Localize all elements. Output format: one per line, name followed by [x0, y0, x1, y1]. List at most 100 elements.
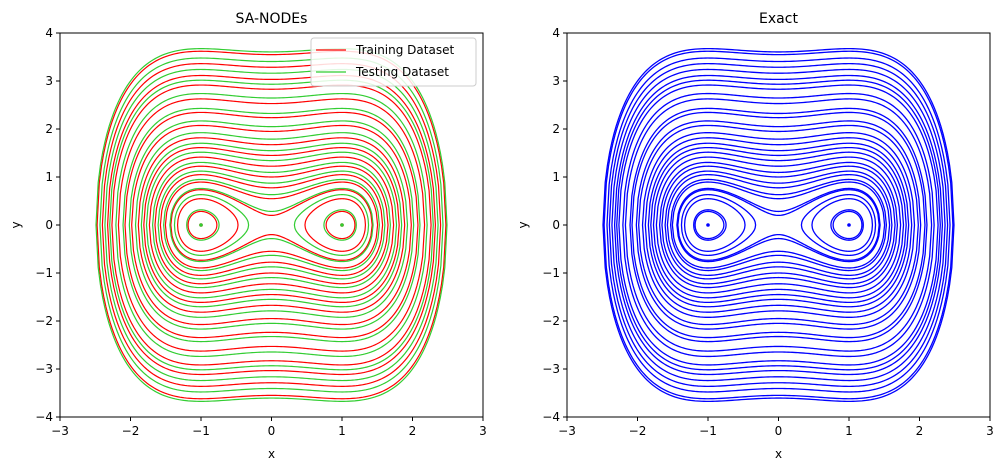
legend-label-testing: Testing Dataset: [355, 65, 449, 79]
trajectory-testing-dataset-11: [115, 92, 428, 358]
trajectory-testing-dataset-5: [152, 161, 391, 289]
trajectory-exact-6: [671, 181, 886, 269]
trajectory-exact-19: [635, 120, 922, 330]
trajectory-training-dataset-1: [176, 198, 367, 252]
y-tick-label: −1: [542, 266, 560, 280]
trajectory-testing-dataset-2: [169, 187, 374, 263]
trajectory-training-dataset-9: [131, 124, 412, 326]
x-tick-label: 0: [775, 424, 783, 438]
well-point-1: [847, 223, 851, 227]
trajectory-exact-13: [652, 151, 905, 299]
y-tick-label: 4: [552, 26, 560, 40]
trajectory-training-dataset-8: [137, 137, 406, 313]
trajectory-testing-dataset-1: [173, 194, 370, 256]
x-tick-label: −3: [51, 424, 69, 438]
x-tick-label: −3: [558, 424, 576, 438]
y-tick-label: 1: [45, 170, 53, 184]
trajectory-testing-dataset-8: [134, 132, 409, 318]
x-tick-label: −2: [629, 424, 647, 438]
trajectory-exact-10: [661, 165, 896, 285]
x-tick-label: −2: [122, 424, 140, 438]
trajectory-testing-dataset-10: [122, 107, 421, 343]
x-tick-label: −1: [699, 424, 717, 438]
well-point-1: [340, 223, 344, 227]
trajectory-exact-4: [677, 189, 880, 261]
trajectory-testing-dataset-14: [99, 57, 444, 393]
x-tick-label: 2: [409, 424, 417, 438]
plot-frame: [566, 32, 991, 418]
trajectory-exact-23: [622, 92, 935, 358]
x-tick-label: 3: [479, 424, 487, 438]
legend-box: [310, 37, 477, 87]
trajectory-exact-15: [647, 142, 910, 308]
y-tick-label: −3: [542, 362, 560, 376]
y-tick-label: −4: [35, 410, 53, 424]
trajectory-training-dataset-6: [148, 156, 395, 294]
plot-frame: [59, 32, 484, 418]
y-tick-label: −2: [542, 314, 560, 328]
trajectory-exact-9: [664, 170, 893, 280]
trajectory-exact-21: [629, 107, 928, 343]
y-tick-label: 0: [552, 218, 560, 232]
trajectory-exact-1: [693, 209, 864, 241]
trajectory-exact-25: [616, 79, 941, 371]
x-tick-label: 1: [845, 424, 853, 438]
trajectory-training-dataset-7: [143, 146, 400, 304]
y-tick-label: 3: [45, 74, 53, 88]
trajectory-exact-24: [618, 84, 939, 366]
trajectory-exact-3: [680, 193, 877, 257]
trajectory-exact-16: [644, 137, 913, 313]
chart-title: Exact: [759, 11, 798, 27]
trajectory-testing-dataset-3: [163, 178, 380, 272]
trajectory-testing-dataset-13: [104, 68, 439, 382]
trajectory-training-dataset-4: [159, 174, 384, 276]
trajectory-exact-12: [655, 156, 902, 294]
x-tick-label: 1: [338, 424, 346, 438]
y-tick-label: 2: [45, 122, 53, 136]
x-tick-label: 0: [268, 424, 276, 438]
trajectory-exact-22: [624, 98, 933, 352]
trajectory-training-dataset-3: [164, 181, 379, 269]
y-axis-label: y: [516, 221, 530, 228]
trajectory-training-dataset-2: [170, 189, 373, 261]
y-tick-label: 2: [552, 122, 560, 136]
x-tick-label: 3: [986, 424, 994, 438]
trajectory-exact-0: [694, 210, 863, 240]
trajectory-testing-dataset-9: [128, 120, 415, 330]
x-tick-label: 2: [916, 424, 924, 438]
trajectory-exact-17: [641, 132, 916, 318]
trajectory-training-dataset-12: [111, 84, 432, 366]
trajectory-testing-dataset-12: [109, 79, 434, 371]
trajectory-testing-dataset-4: [157, 170, 386, 280]
trajectory-exact-2: [683, 198, 874, 252]
trajectory-training-dataset-0: [187, 210, 356, 240]
x-axis-label: x: [268, 447, 275, 461]
trajectory-training-dataset-15: [96, 50, 447, 400]
y-tick-label: −2: [35, 314, 53, 328]
y-tick-label: −3: [35, 362, 53, 376]
trajectory-exact-30: [603, 50, 954, 400]
trajectory-curves: [602, 47, 955, 403]
trajectory-training-dataset-14: [101, 63, 442, 387]
trajectory-exact-7: [669, 178, 888, 272]
trajectory-exact-20: [631, 111, 926, 339]
x-axis-label: x: [775, 447, 782, 461]
well-point-0: [199, 223, 203, 227]
trajectory-training-dataset-10: [124, 111, 419, 339]
y-axis-label: y: [9, 221, 23, 228]
trajectory-exact-14: [650, 146, 907, 304]
trajectory-exact-18: [638, 124, 919, 326]
plot-area: [567, 33, 990, 417]
trajectory-exact-28: [608, 63, 949, 387]
trajectory-training-dataset-13: [106, 74, 437, 376]
trajectory-testing-dataset-7: [140, 142, 403, 308]
trajectory-exact-27: [611, 68, 946, 382]
x-tick-label: −1: [192, 424, 210, 438]
trajectory-curves: [95, 48, 448, 402]
trajectory-testing-dataset-0: [186, 209, 357, 241]
trajectory-exact-5: [676, 187, 881, 263]
